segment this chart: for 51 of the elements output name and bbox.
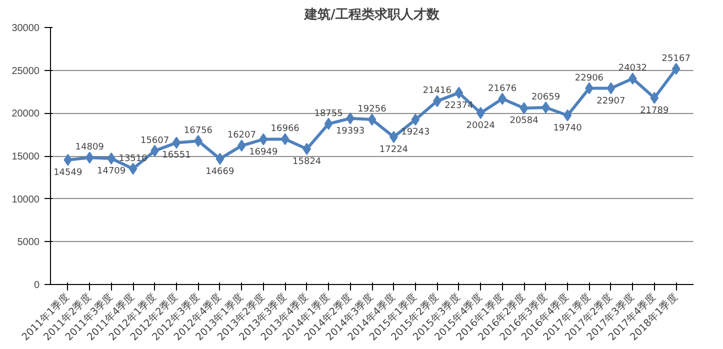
point — [498, 92, 507, 105]
point — [563, 109, 572, 122]
point — [476, 106, 485, 119]
data-label: 14809 — [75, 142, 104, 153]
data-label: 17224 — [379, 144, 408, 155]
point — [128, 162, 138, 175]
data-label: 19393 — [336, 126, 365, 136]
point — [237, 140, 246, 152]
data-label: 20584 — [510, 116, 539, 126]
data-label: 22906 — [574, 73, 604, 84]
point — [520, 102, 528, 114]
data-label: 21676 — [488, 84, 517, 94]
data-label: 22374 — [444, 100, 474, 111]
y-tick-label: 10000 — [12, 194, 40, 206]
point — [85, 152, 94, 164]
data-label: 16207 — [227, 130, 256, 141]
y-tick-label: 20000 — [12, 108, 40, 120]
y-tick-label: 30000 — [12, 23, 40, 34]
data-label: 19243 — [401, 128, 430, 138]
point — [64, 154, 72, 166]
data-label: 16756 — [184, 126, 213, 136]
y-tick-label: 0 — [34, 280, 40, 291]
chart-title: 建筑/工程类求职人才数 — [304, 6, 440, 22]
point — [368, 114, 376, 126]
point — [606, 82, 616, 94]
point — [172, 136, 181, 149]
data-label: 19740 — [553, 123, 582, 134]
point — [411, 114, 420, 126]
y-tick-label: 15000 — [12, 152, 40, 162]
data-label: 22907 — [596, 96, 626, 106]
y-tick-label: 5000 — [17, 237, 40, 248]
data-label: 19256 — [358, 104, 387, 115]
data-label: 20024 — [466, 120, 496, 131]
data-label: 21416 — [422, 86, 452, 96]
y-tick-label: 25000 — [12, 66, 40, 77]
point — [650, 92, 659, 104]
point — [259, 133, 268, 146]
data-label: 14669 — [206, 166, 235, 177]
data-label: 25167 — [662, 54, 690, 64]
data-label: 15607 — [140, 136, 170, 146]
point — [672, 62, 680, 75]
data-label: 20659 — [531, 92, 560, 103]
point — [216, 152, 224, 165]
data-label: 14549 — [54, 168, 82, 178]
data-label: 16966 — [270, 124, 300, 134]
point — [454, 86, 464, 99]
data-label: 15824 — [292, 156, 322, 167]
data-label: 16949 — [249, 147, 278, 158]
point — [324, 118, 333, 130]
data-label: 14709 — [97, 166, 126, 176]
point — [280, 133, 290, 146]
